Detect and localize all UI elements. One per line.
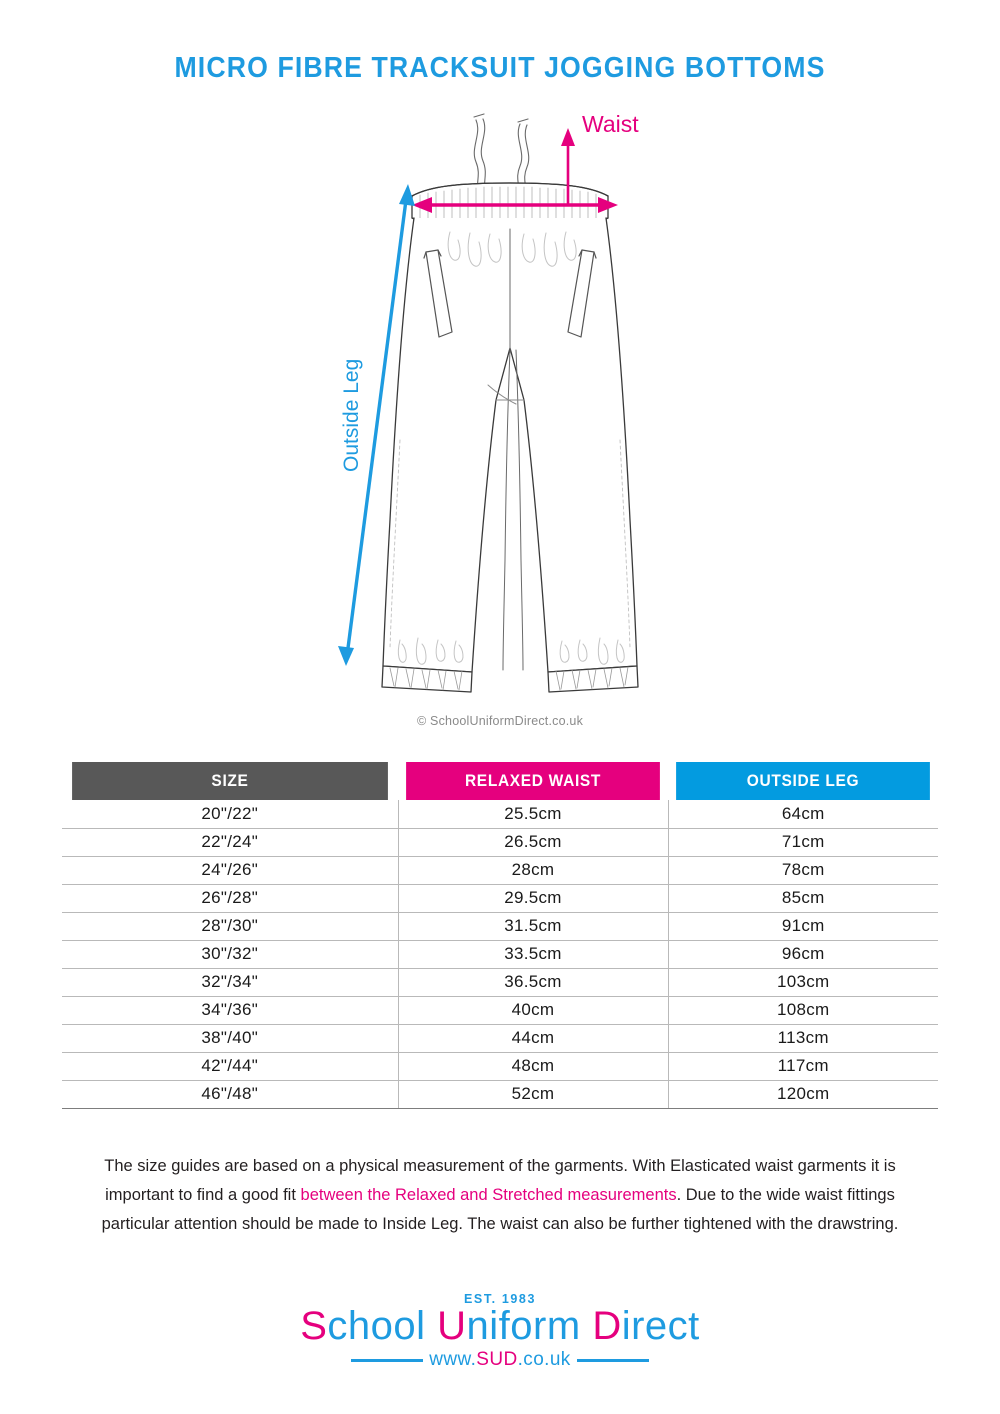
brand-logo: EST. 1983 School Uniform Direct www.SUD.… bbox=[0, 1292, 1000, 1371]
cell-outside-leg: 64cm bbox=[667, 800, 938, 829]
url-sud: SUD bbox=[476, 1349, 518, 1370]
table-row: 34"/36" 40cm 108cm bbox=[62, 996, 938, 1025]
cell-size: 22"/24" bbox=[62, 828, 398, 857]
logo-niform: niform bbox=[466, 1304, 581, 1348]
logo-est-line: EST. 1983 bbox=[463, 1292, 537, 1306]
url-rule-left bbox=[351, 1358, 424, 1362]
table-row: 26"/28" 29.5cm 85cm bbox=[62, 884, 938, 913]
size-guide-note: The size guides are based on a physical … bbox=[74, 1152, 926, 1239]
cell-relaxed-waist: 36.5cm bbox=[397, 968, 668, 997]
side-seams bbox=[389, 439, 631, 649]
table-row: 20"/22" 25.5cm 64cm bbox=[62, 800, 938, 829]
cell-outside-leg: 108cm bbox=[667, 996, 938, 1025]
cell-size: 46"/48" bbox=[62, 1080, 398, 1109]
url-rule-right bbox=[576, 1358, 649, 1362]
cell-relaxed-waist: 28cm bbox=[397, 856, 668, 885]
table-header-row: SIZE RELAXED WAIST OUTSIDE LEG bbox=[62, 762, 938, 800]
column-header-outside-leg: OUTSIDE LEG bbox=[676, 762, 930, 800]
cell-outside-leg: 96cm bbox=[667, 940, 938, 969]
cell-relaxed-waist: 40cm bbox=[397, 996, 668, 1025]
note-highlight: between the Relaxed and Stretched measur… bbox=[300, 1186, 677, 1204]
cell-relaxed-waist: 25.5cm bbox=[397, 800, 668, 829]
waistband-loops bbox=[447, 231, 577, 267]
cell-size: 34"/36" bbox=[62, 996, 398, 1025]
cell-relaxed-waist: 52cm bbox=[397, 1080, 668, 1109]
column-header-relaxed-waist: RELAXED WAIST bbox=[406, 762, 660, 800]
table-row: 30"/32" 33.5cm 96cm bbox=[62, 940, 938, 969]
cell-outside-leg: 113cm bbox=[667, 1024, 938, 1053]
waist-measure-arrow bbox=[412, 197, 618, 213]
page-title: MICRO FIBRE TRACKSUIT JOGGING BOTTOMS bbox=[174, 52, 826, 84]
logo-d: D bbox=[592, 1304, 622, 1348]
size-table-body: 20"/22" 25.5cm 64cm 22"/24" 26.5cm 71cm 24"/26… bbox=[62, 800, 938, 1109]
logo-chool: chool bbox=[327, 1304, 426, 1348]
url-prefix: www. bbox=[429, 1349, 477, 1370]
cell-size: 24"/26" bbox=[62, 856, 398, 885]
waist-label: Waist bbox=[582, 111, 639, 137]
cell-size: 20"/22" bbox=[62, 800, 398, 829]
table-row: 28"/30" 31.5cm 91cm bbox=[62, 912, 938, 941]
cell-size: 38"/40" bbox=[62, 1024, 398, 1053]
logo-u: U bbox=[437, 1304, 467, 1348]
table-row: 32"/34" 36.5cm 103cm bbox=[62, 968, 938, 997]
outside-leg-measure-arrow bbox=[338, 184, 415, 666]
cell-relaxed-waist: 26.5cm bbox=[397, 828, 668, 857]
cell-outside-leg: 78cm bbox=[667, 856, 938, 885]
url-suffix: .co.uk bbox=[517, 1349, 571, 1370]
cell-relaxed-waist: 44cm bbox=[397, 1024, 668, 1053]
cell-relaxed-waist: 31.5cm bbox=[397, 912, 668, 941]
cell-outside-leg: 85cm bbox=[667, 884, 938, 913]
cell-relaxed-waist: 48cm bbox=[397, 1052, 668, 1081]
waist-label-pointer bbox=[561, 128, 575, 206]
cell-size: 32"/34" bbox=[62, 968, 398, 997]
note-part-2: . Due to the wide waist fittings particu… bbox=[101, 1186, 899, 1233]
table-row: 22"/24" 26.5cm 71cm bbox=[62, 828, 938, 857]
cell-outside-leg: 120cm bbox=[667, 1080, 938, 1109]
logo-url-row: www.SUD.co.uk bbox=[0, 1349, 1000, 1371]
side-pockets bbox=[423, 249, 597, 338]
logo-irect: irect bbox=[621, 1304, 700, 1348]
cell-size: 42"/44" bbox=[62, 1052, 398, 1081]
cell-outside-leg: 71cm bbox=[667, 828, 938, 857]
logo-url: www.SUD.co.uk bbox=[429, 1349, 570, 1371]
table-row: 24"/26" 28cm 78cm bbox=[62, 856, 938, 885]
column-header-size: SIZE bbox=[72, 762, 388, 800]
cell-outside-leg: 117cm bbox=[667, 1052, 938, 1081]
outside-leg-label: Outside Leg bbox=[340, 359, 363, 472]
cell-relaxed-waist: 33.5cm bbox=[397, 940, 668, 969]
cell-outside-leg: 91cm bbox=[667, 912, 938, 941]
drawstring-cords bbox=[473, 113, 530, 193]
cell-outside-leg: 103cm bbox=[667, 968, 938, 997]
table-row: 42"/44" 48cm 117cm bbox=[62, 1052, 938, 1081]
logo-wordmark: School Uniform Direct bbox=[0, 1304, 1000, 1348]
garment-illustration: Waist Outside Leg bbox=[300, 100, 720, 720]
size-table-container: SIZE RELAXED WAIST OUTSIDE LEG 20"/22" 25… bbox=[62, 762, 938, 1109]
cell-size: 28"/30" bbox=[62, 912, 398, 941]
cell-size: 26"/28" bbox=[62, 884, 398, 913]
note-part-1: The size guides are based on a physical … bbox=[104, 1157, 896, 1204]
leg-cuffs bbox=[381, 637, 639, 693]
cell-size: 30"/32" bbox=[62, 940, 398, 969]
size-table: SIZE RELAXED WAIST OUTSIDE LEG 20"/22" 25… bbox=[62, 762, 938, 1109]
copyright-notice: © SchoolUniformDirect.co.uk bbox=[416, 714, 584, 728]
table-row: 38"/40" 44cm 113cm bbox=[62, 1024, 938, 1053]
logo-s: S bbox=[300, 1304, 328, 1348]
cell-relaxed-waist: 29.5cm bbox=[397, 884, 668, 913]
table-row: 46"/48" 52cm 120cm bbox=[62, 1080, 938, 1109]
